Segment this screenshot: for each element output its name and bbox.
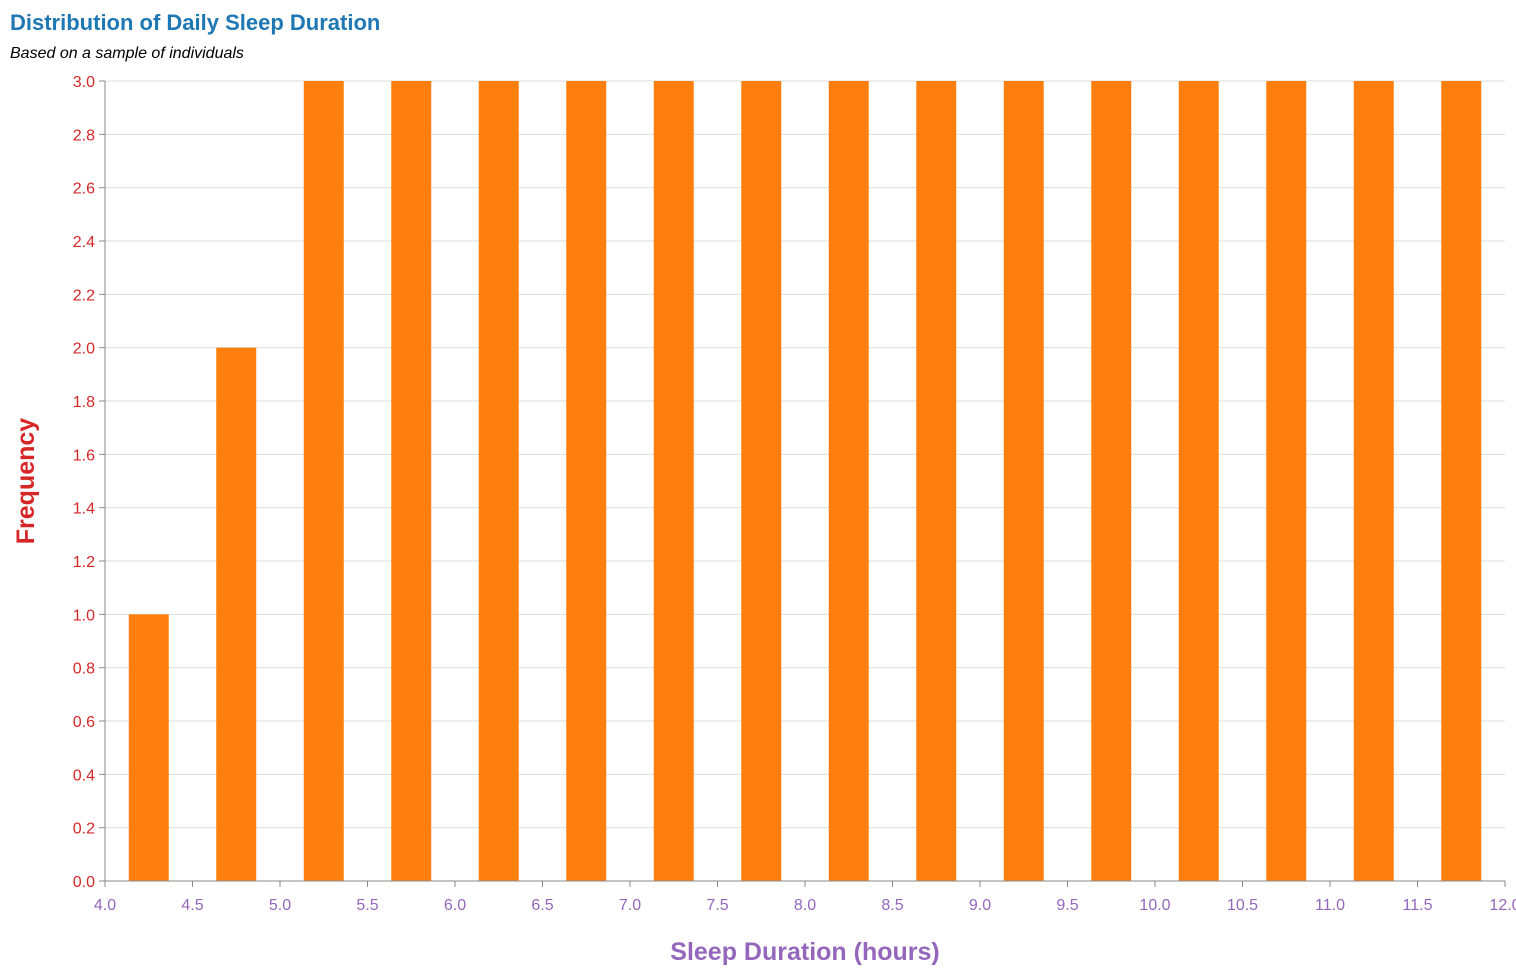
y-tick-label: 1.2 <box>73 554 95 571</box>
x-tick-label: 5.0 <box>269 897 291 914</box>
x-tick-label: 10.5 <box>1227 897 1258 914</box>
x-tick-label: 9.0 <box>969 897 991 914</box>
y-tick-label: 1.6 <box>73 447 95 464</box>
histogram-bar <box>391 81 432 881</box>
histogram-bar <box>1441 81 1482 881</box>
histogram-bar <box>828 81 869 881</box>
x-tick-label: 12.0 <box>1489 897 1516 914</box>
x-tick-label: 7.5 <box>706 897 728 914</box>
y-tick-label: 3.0 <box>73 74 95 91</box>
y-tick-label: 1.4 <box>73 501 95 518</box>
y-tick-label: 0.0 <box>73 874 95 891</box>
x-tick-label: 4.0 <box>94 897 116 914</box>
histogram-bar <box>478 81 519 881</box>
histogram-bar <box>916 81 957 881</box>
x-tick-label: 6.0 <box>444 897 466 914</box>
y-tick-label: 0.8 <box>73 661 95 678</box>
chart-title: Distribution of Daily Sleep Duration <box>10 10 380 35</box>
histogram-bar <box>216 347 257 882</box>
y-tick-label: 0.2 <box>73 821 95 838</box>
y-tick-label: 2.8 <box>73 127 95 144</box>
x-tick-label: 5.5 <box>356 897 378 914</box>
histogram-bar <box>653 81 694 881</box>
histogram-bar <box>566 81 607 881</box>
x-tick-label: 8.0 <box>794 897 816 914</box>
y-tick-label: 2.4 <box>73 234 95 251</box>
histogram-bar <box>1003 81 1044 881</box>
x-tick-label: 8.5 <box>881 897 903 914</box>
histogram-bar <box>1266 81 1307 881</box>
y-tick-label: 2.2 <box>73 287 95 304</box>
x-tick-label: 11.0 <box>1315 897 1345 914</box>
y-tick-label: 0.4 <box>73 767 95 784</box>
histogram-bar <box>1091 81 1132 881</box>
y-tick-label: 1.8 <box>73 394 95 411</box>
histogram-bar <box>1353 81 1394 881</box>
x-tick-label: 11.5 <box>1403 897 1433 914</box>
y-tick-label: 1.0 <box>73 607 95 624</box>
x-tick-label: 4.5 <box>181 897 203 914</box>
x-tick-label: 6.5 <box>531 897 553 914</box>
y-axis-title: Frequency <box>12 418 40 545</box>
y-tick-label: 0.6 <box>73 714 95 731</box>
axes: 0.0 0.2 0.4 0.6 0.8 1.0 1.2 1.4 1.6 1.8 2.0 2.2 2.4 2… <box>73 74 1516 914</box>
x-tick-label: 9.5 <box>1056 897 1078 914</box>
histogram-bar <box>741 81 782 881</box>
histogram-bar <box>128 614 169 881</box>
bars <box>128 81 1482 882</box>
histogram-bar <box>1178 81 1219 881</box>
x-tick-label: 7.0 <box>619 897 641 914</box>
y-tick-label: 2.0 <box>73 341 95 358</box>
histogram-bar <box>303 81 344 881</box>
chart-subtitle: Based on a sample of individuals <box>10 45 244 62</box>
x-axis-title: Sleep Duration (hours) <box>670 938 939 966</box>
y-tick-label: 2.6 <box>73 181 95 198</box>
x-tick-label: 10.0 <box>1139 897 1170 914</box>
